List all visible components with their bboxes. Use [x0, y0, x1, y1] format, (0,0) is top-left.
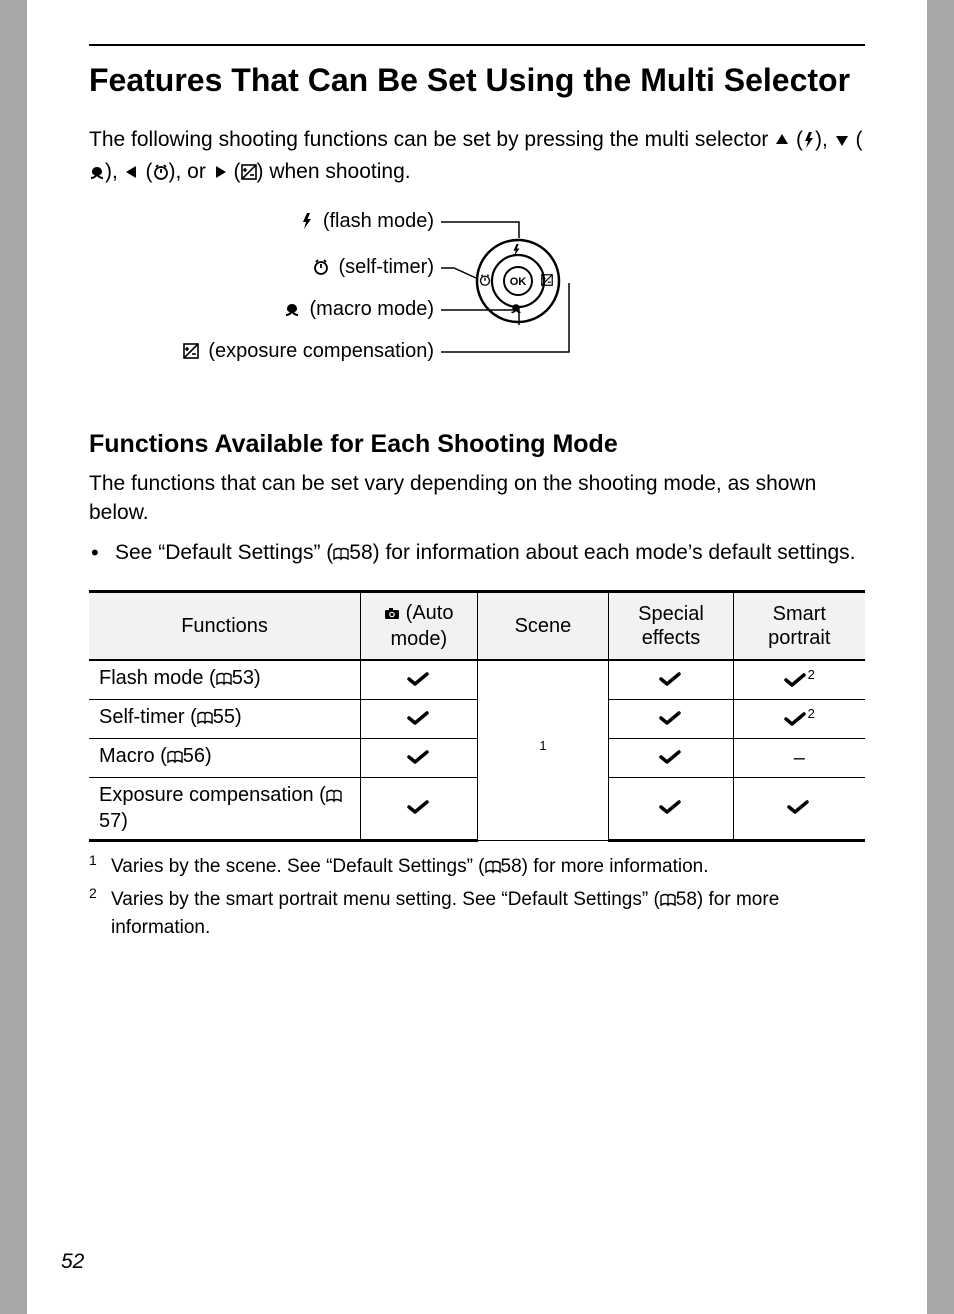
bullet-default-settings: See “Default Settings” (58) for informat…	[89, 538, 865, 570]
row-function-name: Flash mode (53)	[89, 660, 361, 700]
row-function-name: Macro (56)	[89, 739, 361, 778]
page-ref-icon	[216, 670, 232, 693]
page-number: 52	[61, 1250, 84, 1274]
col-functions: Functions	[89, 592, 361, 661]
intro-text-2: when shooting.	[264, 160, 411, 183]
self-timer-icon	[313, 258, 329, 281]
page-ref-icon	[197, 709, 213, 732]
page-ref-icon	[167, 748, 183, 771]
col-special: Special effects	[609, 592, 733, 661]
title-rule	[89, 44, 865, 46]
row-function-name: Exposure compensation (57)	[89, 778, 361, 841]
col-auto: (Auto mode)	[361, 592, 477, 661]
page-ref-icon	[326, 787, 342, 810]
cell-auto	[361, 660, 477, 700]
page-ref-icon	[333, 541, 349, 570]
macro-icon	[89, 159, 105, 189]
footnotes: 1 Varies by the scene. See “Default Sett…	[89, 854, 865, 941]
row-function-name: Self-timer (55)	[89, 700, 361, 739]
triangle-up-icon	[774, 127, 790, 157]
diagram-label-flash: (flash mode)	[89, 210, 434, 235]
self-timer-icon	[153, 159, 169, 189]
check-icon	[407, 747, 431, 769]
cell-smart: 2	[733, 700, 865, 739]
cell-auto	[361, 778, 477, 841]
check-icon	[407, 669, 431, 691]
check-icon	[784, 709, 808, 731]
triangle-down-icon	[834, 127, 850, 157]
cell-auto	[361, 700, 477, 739]
intro-paragraph: The following shooting functions can be …	[89, 125, 865, 190]
check-icon	[659, 747, 683, 769]
col-scene: Scene	[477, 592, 609, 661]
cell-special	[609, 660, 733, 700]
cell-smart	[733, 778, 865, 841]
cell-special	[609, 739, 733, 778]
cell-auto	[361, 739, 477, 778]
section-para: The functions that can be set vary depen…	[89, 469, 865, 528]
intro-text-1: The following shooting functions can be …	[89, 128, 774, 151]
col-smart: Smart portrait	[733, 592, 865, 661]
cell-special	[609, 778, 733, 841]
check-icon	[659, 708, 683, 730]
camera-icon	[384, 603, 400, 627]
cell-special	[609, 700, 733, 739]
footnote-2: 2 Varies by the smart portrait menu sett…	[89, 887, 865, 941]
functions-table: Functions (Auto mode) Scene Special effe…	[89, 590, 865, 842]
cell-smart: 2	[733, 660, 865, 700]
triangle-left-icon	[124, 159, 140, 189]
check-icon	[787, 797, 811, 819]
section-subtitle: Functions Available for Each Shooting Mo…	[89, 430, 865, 459]
check-icon	[784, 670, 808, 692]
table-body: Flash mode (53)12Self-timer (55)2Macro (…	[89, 660, 865, 841]
page-title: Features That Can Be Set Using the Multi…	[89, 62, 865, 99]
diagram-label-selftimer: (self-timer)	[89, 256, 434, 281]
diagram-label-exposure: (exposure compensation)	[89, 340, 434, 365]
exposure-comp-icon	[183, 342, 199, 365]
cell-smart: –	[733, 739, 865, 778]
page: Features That Can Be Set Using the Multi…	[27, 0, 927, 1314]
flash-icon	[301, 212, 313, 235]
macro-icon	[284, 300, 300, 323]
flash-icon	[803, 127, 815, 157]
check-icon	[659, 797, 683, 819]
footnote-1: 1 Varies by the scene. See “Default Sett…	[89, 854, 865, 883]
table-row: Flash mode (53)12	[89, 660, 865, 700]
check-icon	[659, 669, 683, 691]
exposure-comp-icon	[241, 159, 257, 189]
cell-scene: 1	[477, 660, 609, 841]
page-ref-icon	[485, 857, 501, 883]
page-ref-icon	[660, 890, 676, 916]
check-icon	[407, 708, 431, 730]
check-icon	[407, 797, 431, 819]
triangle-right-icon	[212, 159, 228, 189]
multi-selector-diagram: OK (flash mode) (self-timer) (macro mode…	[89, 210, 865, 400]
diagram-label-macro: (macro mode)	[89, 298, 434, 323]
table-header-row: Functions (Auto mode) Scene Special effe…	[89, 592, 865, 661]
